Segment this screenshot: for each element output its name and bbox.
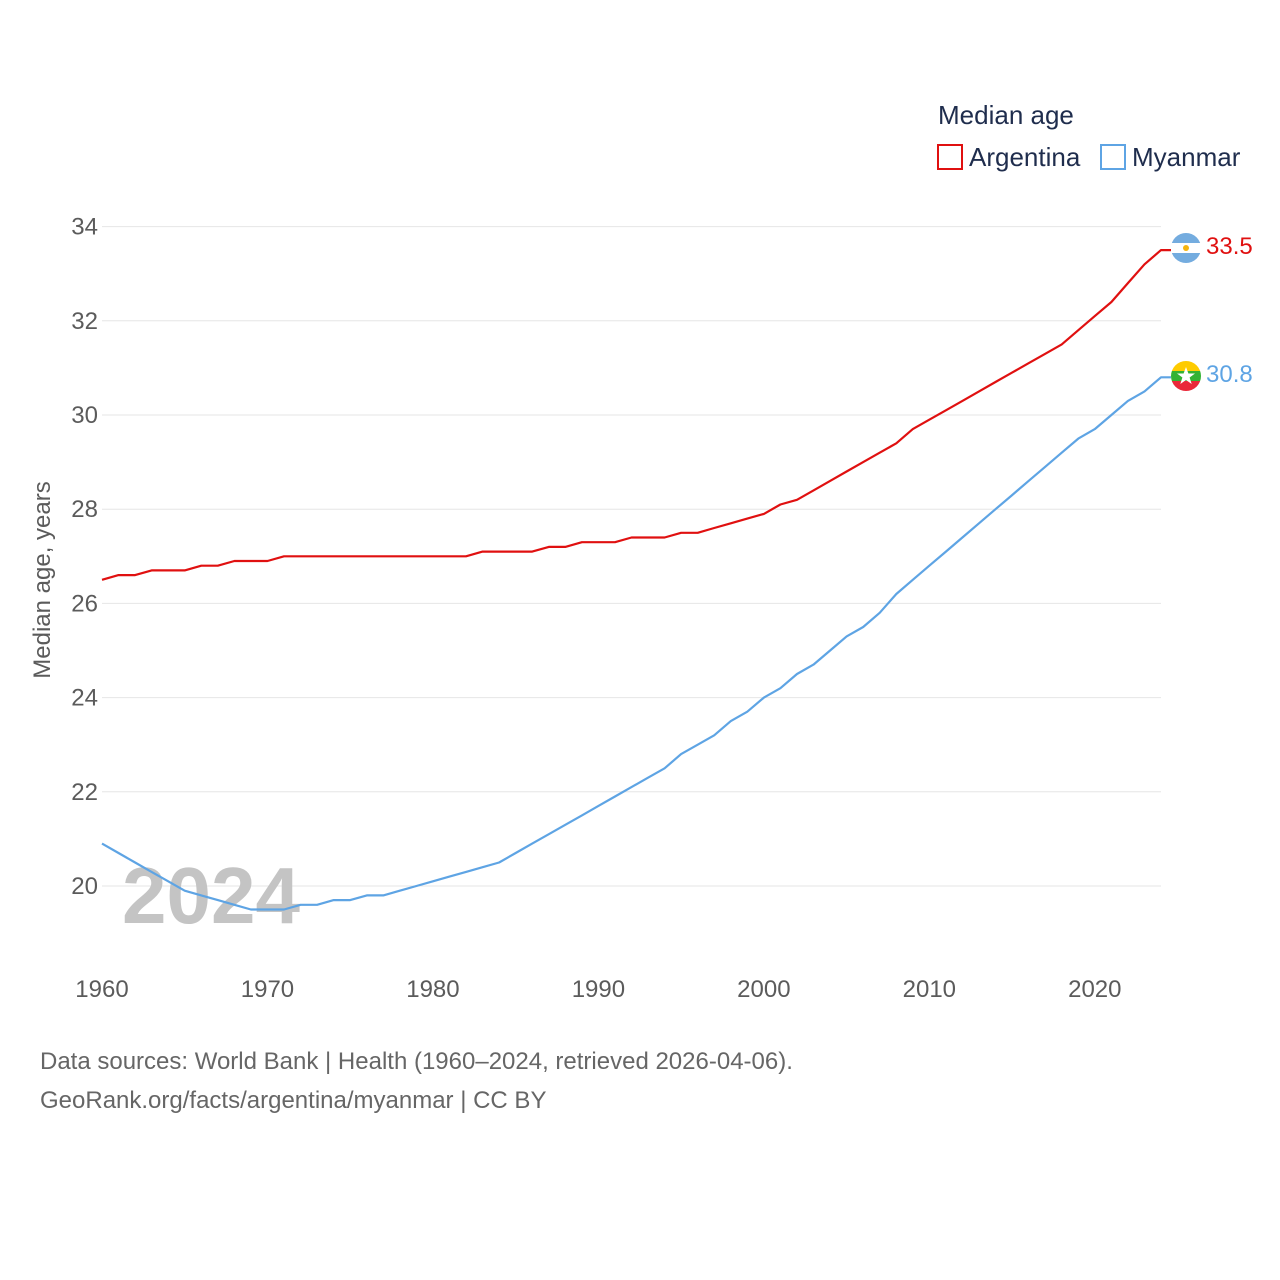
series-lines [101, 249, 1171, 911]
median-age-chart: 20 22 24 26 28 30 32 34 1960 1970 1980 1990 2000 201… [29, 100, 1253, 1003]
y-tick-label-22: 22 [71, 779, 98, 806]
argentina-flag-icon [1171, 233, 1201, 263]
x-tick-label-1970: 1970 [241, 976, 294, 1003]
end-value-label-myanmar: 30.8 [1206, 361, 1253, 388]
y-tick-label-26: 26 [71, 590, 98, 617]
gridlines [102, 226, 1161, 887]
legend-label-myanmar: Myanmar [1132, 142, 1241, 172]
footer: Data sources: World Bank | Health (1960–… [40, 1042, 793, 1120]
x-tick-label-2020: 2020 [1068, 976, 1121, 1003]
legend-swatch-myanmar [1100, 144, 1126, 170]
series-line-myanmar [101, 376, 1171, 911]
x-tick-label-2000: 2000 [737, 976, 790, 1003]
end-value-label-argentina: 33.5 [1206, 233, 1253, 260]
y-tick-label-30: 30 [71, 402, 98, 429]
footer-sources: Data sources: World Bank | Health (1960–… [40, 1048, 793, 1075]
series-line-argentina [101, 249, 1171, 581]
myanmar-flag-icon [1171, 361, 1201, 391]
legend-item-myanmar[interactable]: Myanmar [1100, 142, 1241, 172]
year-watermark: 2024 [122, 851, 300, 940]
legend-swatch-argentina [937, 144, 963, 170]
legend-title: Median age [938, 100, 1074, 130]
x-tick-label-2010: 2010 [903, 976, 956, 1003]
x-tick-label-1990: 1990 [572, 976, 625, 1003]
footer-attribution: GeoRank.org/facts/argentina/myanmar | CC… [40, 1087, 547, 1114]
y-tick-label-24: 24 [71, 685, 98, 712]
y-tick-label-32: 32 [71, 308, 98, 335]
y-tick-label-28: 28 [71, 496, 98, 523]
legend: Median age Argentina Myanmar [937, 100, 1241, 172]
x-tick-labels: 1960 1970 1980 1990 2000 2010 2020 [75, 976, 1121, 1003]
y-tick-label-20: 20 [71, 873, 98, 900]
legend-label-argentina: Argentina [969, 142, 1081, 172]
y-tick-label-34: 34 [71, 214, 98, 241]
legend-item-argentina[interactable]: Argentina [937, 142, 1081, 172]
y-tick-labels: 20 22 24 26 28 30 32 34 [71, 214, 98, 900]
x-tick-label-1960: 1960 [75, 976, 128, 1003]
y-axis-title: Median age, years [29, 481, 56, 678]
x-tick-label-1980: 1980 [406, 976, 459, 1003]
